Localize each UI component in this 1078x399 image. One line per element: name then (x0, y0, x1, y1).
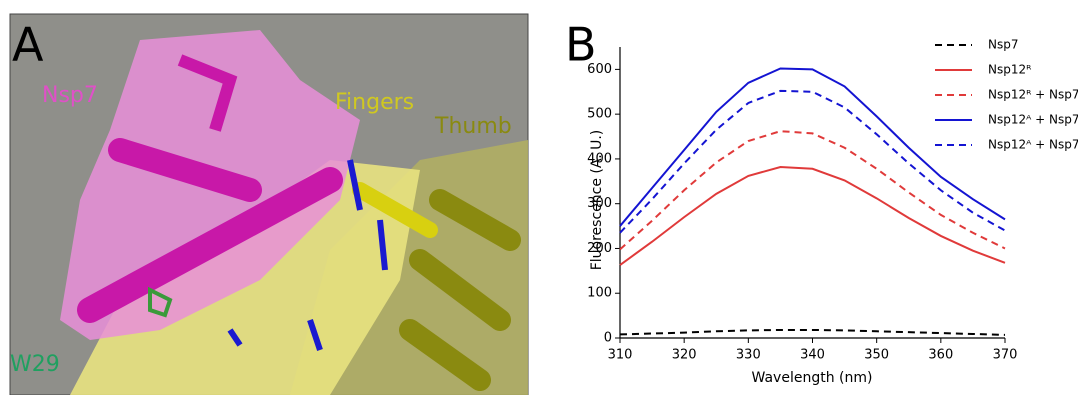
panel-a: A Nsp7 Fingers Thumb W29 (9, 13, 529, 396)
x-tick-label: 320 (672, 348, 697, 363)
annotation: Fingers (335, 90, 414, 115)
thumb-helix (399, 189, 521, 391)
y-tick-label: 100 (587, 286, 612, 301)
x-tick-label: 370 (993, 348, 1018, 363)
x-tick-label: 310 (608, 348, 633, 363)
y-tick-label: 0 (604, 331, 612, 346)
line (619, 89, 1006, 234)
legend-label: Nsp12ᴿ + Nsp7 (988, 88, 1078, 102)
x-axis-label: Wavelength (nm) (752, 370, 873, 386)
nsp7-loop (177, 54, 238, 132)
y-tick-label: 200 (587, 241, 612, 256)
y-tick-label: 300 (587, 196, 612, 211)
annotation: Nsp7 (42, 83, 98, 108)
legend-label: Nsp12ᴬ + Nsp7 (988, 113, 1078, 127)
panel-label: A (12, 18, 44, 72)
line (619, 328, 1006, 336)
y-tick-label: 600 (587, 62, 612, 77)
y-tick-label: 400 (587, 151, 612, 166)
w29-residue (148, 286, 173, 318)
line (619, 130, 1006, 251)
nsp7-helix (108, 138, 262, 202)
panel-label: B (565, 18, 597, 72)
fingers-helix (352, 182, 438, 238)
legend-label: Nsp7 (988, 38, 1018, 52)
x-tick-label: 360 (928, 348, 953, 363)
x-tick-label: 330 (736, 348, 761, 363)
line (619, 165, 1006, 266)
legend-label: Nsp12ᴬ + Nsp7 (988, 138, 1078, 152)
x-tick-label: 350 (864, 348, 889, 363)
legend-label: Nsp12ᴿ (988, 63, 1032, 77)
y-tick-label: 500 (587, 107, 612, 122)
line (619, 67, 1006, 227)
annotation: W29 (10, 352, 60, 377)
annotation: Thumb (434, 114, 512, 139)
x-tick-label: 340 (800, 348, 825, 363)
residue (227, 159, 388, 351)
nsp7-helix (77, 167, 343, 323)
y-axis-label: Fluorescence (A. U.) (589, 130, 605, 271)
